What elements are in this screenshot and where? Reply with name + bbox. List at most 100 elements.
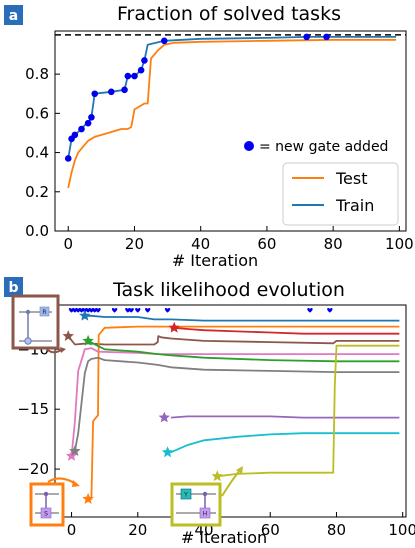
panel-b-ytick-label: −20 — [17, 460, 49, 478]
panel-b: b Task likelihood evolution −10−15−20 02… — [4, 277, 415, 547]
task-start-star — [82, 493, 94, 504]
inset-orange-gate-box — [40, 507, 52, 519]
panel-a-ytick-label: 0.0 — [25, 222, 49, 240]
panel-b-title: Task likelihood evolution — [112, 279, 345, 301]
panel-b-series-line-3 — [88, 325, 400, 500]
gate-marker-point — [121, 86, 128, 94]
panel-b-series-line-0 — [84, 314, 400, 322]
gate-marker-point — [88, 113, 95, 121]
gate-marker-point — [78, 125, 85, 133]
panel-a-axes-frame — [54, 30, 407, 232]
inset-olive-gate-box-2 — [199, 507, 211, 519]
panel-b-stars — [62, 309, 223, 504]
gate-marker-point — [124, 72, 132, 80]
panel-a-xtick-label: 20 — [125, 235, 144, 253]
task-start-star — [168, 321, 180, 333]
gate-marker-point — [84, 119, 92, 127]
inset-brown-gate-box — [39, 306, 50, 317]
panel-a-x-ticks: 0 20 40 60 80 100 — [63, 226, 414, 253]
inset-brown-gate-letter: R — [42, 309, 46, 316]
inset-olive-control-dot — [202, 491, 208, 497]
panel-b-series-line-5 — [87, 340, 400, 363]
panel-b-series-line-8 — [170, 432, 400, 454]
gate-marker-heart — [111, 307, 118, 313]
panel-b-series-line-7 — [170, 415, 400, 419]
gate-marker-heart — [164, 307, 171, 313]
inset-olive-gate-letter-1: Y — [183, 492, 188, 499]
panel-a: a Fraction of solved tasks 0.0 0.2 0.4 0.6 0… — [4, 3, 414, 270]
panel-a-ytick-label: 0.6 — [25, 104, 49, 122]
task-start-star — [79, 309, 91, 321]
inset-olive-arrowhead — [236, 466, 243, 474]
panel-a-ytick-label: 0.2 — [25, 183, 49, 201]
inset-circuit-brown: R — [11, 294, 66, 354]
panel-a-title: Fraction of solved tasks — [117, 3, 341, 25]
gate-marker-point — [131, 72, 138, 80]
gate-marker-point — [323, 33, 330, 41]
panel-a-xtick-label: 100 — [385, 235, 414, 253]
panel-a-xtick-label: 60 — [257, 235, 276, 253]
gate-marker-heart — [145, 307, 151, 313]
panel-b-xtick-label: 20 — [128, 521, 147, 539]
inset-brown-control-dot — [25, 309, 31, 315]
gate-marker-point — [107, 88, 115, 96]
panel-a-xtick-label: 0 — [63, 235, 73, 253]
gate-marker-point — [91, 90, 99, 98]
task-start-star — [69, 445, 81, 456]
inset-brown-frame — [11, 294, 60, 350]
gate-marker-point — [160, 37, 168, 45]
gate-marker-point — [137, 66, 145, 74]
panel-b-xtick-label: 60 — [261, 521, 280, 539]
gate-marker-point — [71, 131, 79, 139]
inset-circuit-orange: S — [29, 477, 80, 527]
task-start-star — [211, 470, 223, 482]
panel-a-badge — [4, 5, 23, 25]
panel-a-label: a — [9, 8, 18, 24]
inset-orange-control-dot — [43, 491, 49, 497]
panel-b-series-line-9 — [217, 344, 400, 478]
panel-b-series-line-4 — [70, 347, 400, 456]
legend-gate-marker — [244, 141, 254, 151]
gate-marker-heart — [327, 307, 333, 313]
task-start-star — [82, 334, 94, 346]
inset-circuit-olive: Y H — [170, 466, 243, 527]
panel-b-y-ticks: −10−15−20 — [17, 340, 60, 478]
panel-b-ytick-label: −15 — [17, 400, 49, 418]
gate-marker-heart — [128, 307, 134, 313]
panel-b-series-line-2 — [67, 335, 400, 346]
panel-b-xlabel: # Iteration — [181, 528, 267, 547]
inset-orange-gate-letter: S — [44, 511, 48, 518]
gate-marker-point — [141, 57, 148, 64]
panel-b-xtick-label: 100 — [388, 521, 415, 539]
panel-b-axes-frame — [54, 304, 407, 518]
legend-train-label: Train — [335, 196, 374, 215]
panel-a-ytick-label: 0.4 — [25, 144, 49, 162]
panel-b-gate-markers — [68, 307, 333, 313]
gate-marker-point — [303, 33, 310, 41]
gate-marker-heart — [307, 307, 313, 313]
panel-b-badge — [4, 277, 23, 297]
panel-b-series — [67, 314, 400, 500]
panel-a-series-line-0 — [67, 38, 397, 189]
panel-a-y-ticks: 0.0 0.2 0.4 0.6 0.8 — [25, 65, 60, 240]
panel-a-markers — [64, 33, 330, 162]
panel-a-xtick-label: 40 — [191, 235, 210, 253]
task-start-star — [161, 446, 174, 458]
panel-a-xlabel: # Iteration — [172, 251, 258, 270]
panel-b-xtick-label: 0 — [67, 521, 77, 539]
panel-a-xtick-label: 80 — [324, 235, 343, 253]
inset-olive-gate-box-1 — [180, 488, 192, 500]
task-start-star — [62, 330, 74, 341]
legend-test-label: Test — [335, 169, 368, 188]
panel-b-series-line-6 — [74, 356, 400, 452]
task-start-star — [158, 411, 170, 423]
gate-marker-heart — [135, 307, 141, 313]
gate-marker-heart — [95, 307, 101, 313]
inset-olive-gate-letter-2: H — [203, 511, 208, 518]
panel-b-xtick-label: 80 — [327, 521, 346, 539]
panel-b-series-line-1 — [170, 326, 400, 335]
gate-marker-point — [64, 155, 72, 162]
inset-orange-frame — [29, 482, 65, 527]
inset-brown-target — [24, 337, 32, 345]
